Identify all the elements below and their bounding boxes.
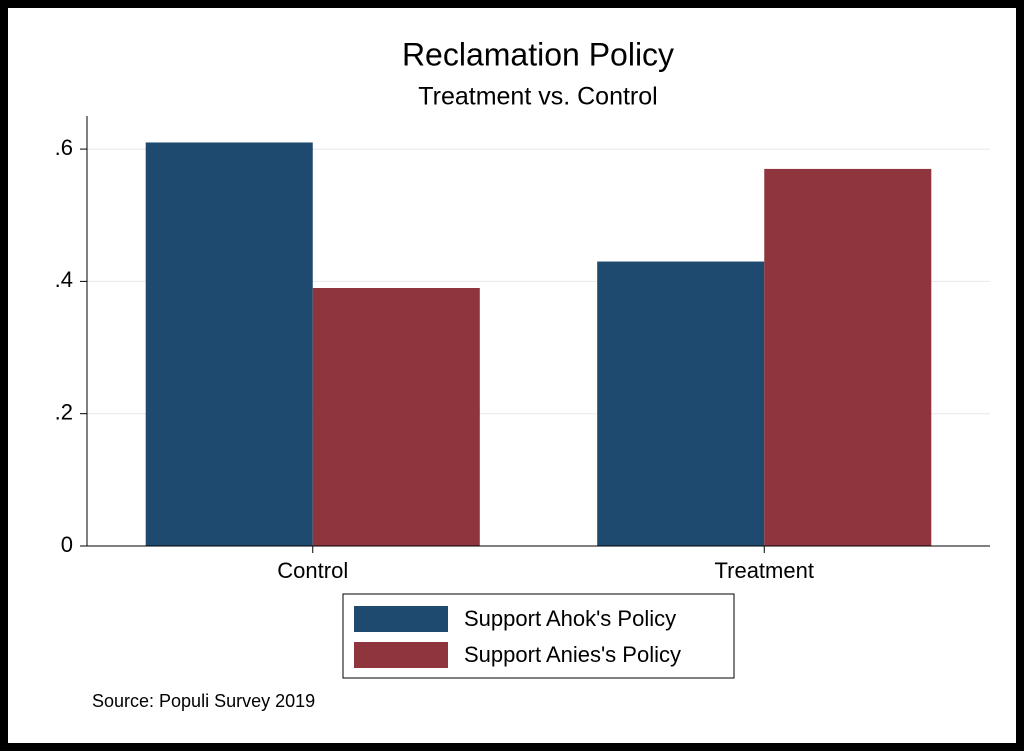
- legend-swatch: [354, 642, 448, 668]
- legend-swatch: [354, 606, 448, 632]
- y-tick-label: .4: [55, 267, 73, 292]
- y-tick-label: .6: [55, 135, 73, 160]
- bar: [597, 261, 765, 546]
- source-note: Source: Populi Survey 2019: [92, 691, 315, 711]
- legend-label: Support Ahok's Policy: [464, 606, 676, 631]
- chart-title: Reclamation Policy: [402, 36, 674, 72]
- y-tick-label: .2: [55, 400, 73, 425]
- bar: [145, 142, 313, 546]
- y-tick-label: 0: [61, 532, 73, 557]
- x-tick-label: Treatment: [715, 558, 814, 583]
- bar: [312, 288, 480, 546]
- bar: [764, 168, 932, 546]
- chart-subtitle: Treatment vs. Control: [418, 83, 657, 111]
- x-tick-label: Control: [277, 558, 348, 583]
- legend-label: Support Anies's Policy: [464, 642, 681, 667]
